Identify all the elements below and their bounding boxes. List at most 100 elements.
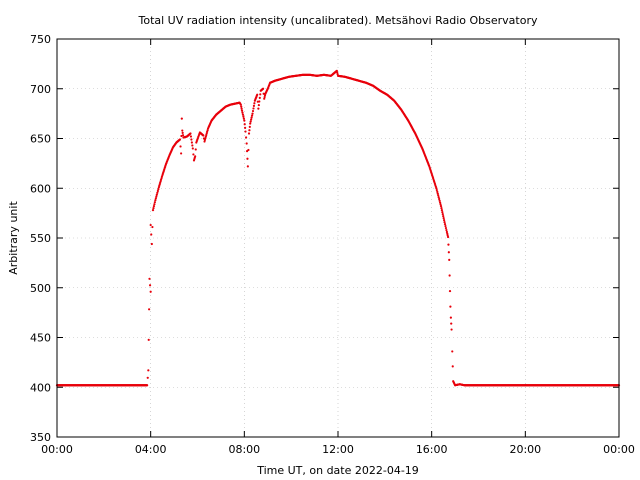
data-point: [243, 119, 246, 122]
y-tick-label: 750: [30, 33, 51, 46]
data-point: [261, 87, 265, 90]
data-point: [151, 209, 155, 212]
data-point: [447, 243, 450, 246]
data-point: [252, 104, 256, 107]
y-axis: 350 400 450 500 550 600 650 700 750: [30, 33, 619, 444]
data-point: [448, 289, 452, 293]
data-point: [451, 365, 454, 368]
data-point: [156, 191, 159, 194]
data-point: [258, 100, 261, 103]
data-point: [249, 120, 252, 123]
data-point: [449, 305, 452, 308]
data-point: [256, 93, 259, 96]
data-point: [150, 233, 153, 236]
data-point: [147, 338, 150, 341]
data-point: [259, 93, 262, 96]
data-point: [150, 242, 153, 246]
data-point: [181, 134, 185, 137]
data-point: [181, 129, 184, 132]
data-point: [148, 277, 151, 280]
data-point: [263, 95, 266, 99]
data-point: [448, 274, 451, 277]
data-point: [181, 131, 184, 134]
data-point: [450, 322, 453, 325]
x-axis-label: Time UT, on date 2022-04-19: [256, 464, 419, 477]
data-point: [190, 141, 193, 144]
data-point: [437, 194, 440, 197]
data-point: [440, 209, 444, 212]
data-point: [239, 103, 242, 106]
data-point: [250, 116, 253, 119]
y-tick-label: 450: [30, 332, 51, 345]
data-point: [154, 199, 157, 202]
data-point: [336, 71, 339, 74]
y-tick-label: 550: [30, 232, 51, 245]
data-point: [439, 201, 442, 204]
data-point: [257, 103, 260, 107]
data-point: [148, 308, 151, 311]
data-point: [155, 193, 158, 196]
data-point: [156, 189, 159, 193]
data-point: [152, 205, 156, 208]
data-point: [180, 117, 183, 120]
x-axis: 00:00 04:00 08:00 12:00 16:00 20:00 00:00: [41, 39, 635, 456]
data-point: [263, 94, 267, 97]
x-tick-label: 08:00: [228, 443, 260, 456]
data-point: [243, 123, 246, 126]
data-point: [253, 102, 256, 105]
grid-lines: [57, 39, 619, 437]
data-point: [448, 258, 451, 261]
data-point: [240, 105, 243, 108]
data-point: [262, 92, 265, 95]
data-point: [439, 205, 443, 208]
data-point: [444, 224, 447, 228]
y-tick-label: 400: [30, 381, 51, 394]
data-point: [445, 228, 448, 232]
data-point: [155, 195, 158, 198]
data-point: [189, 132, 192, 135]
data-point: [241, 113, 245, 116]
chart-title: Total UV radiation intensity (uncalibrat…: [138, 14, 538, 27]
data-point: [251, 112, 254, 115]
data-point: [446, 235, 450, 239]
data-point: [202, 134, 205, 137]
data-point: [435, 187, 438, 190]
data-point: [451, 350, 454, 353]
data-point: [153, 203, 156, 206]
data-point: [157, 188, 160, 191]
data-point: [153, 201, 156, 204]
data-point: [250, 114, 254, 117]
data-point: [252, 107, 255, 110]
data-point: [191, 147, 194, 150]
data-point: [443, 218, 446, 222]
data-point: [190, 138, 193, 141]
data-point: [246, 165, 249, 168]
data-point: [148, 284, 152, 287]
x-tick-label: 20:00: [509, 443, 541, 456]
data-point: [442, 217, 445, 220]
data-point: [147, 369, 150, 372]
x-tick-label: 00:00: [603, 443, 635, 456]
data-point: [146, 376, 149, 379]
data-point: [245, 142, 248, 145]
data-point: [449, 316, 452, 319]
data-point: [240, 107, 243, 110]
data-points: [55, 69, 621, 387]
data-point: [438, 199, 441, 202]
y-tick-label: 500: [30, 282, 51, 295]
data-point: [445, 230, 448, 234]
data-point: [189, 135, 193, 138]
data-point: [446, 234, 449, 237]
data-point: [244, 130, 247, 133]
data-point: [263, 97, 266, 100]
data-point: [194, 148, 197, 151]
data-point: [450, 328, 453, 331]
data-point: [442, 215, 445, 218]
data-point: [441, 211, 444, 214]
x-tick-label: 04:00: [135, 443, 167, 456]
data-point: [247, 148, 250, 152]
x-tick-label: 12:00: [322, 443, 354, 456]
data-point: [240, 109, 244, 112]
data-point: [241, 111, 244, 114]
data-point: [251, 109, 255, 113]
